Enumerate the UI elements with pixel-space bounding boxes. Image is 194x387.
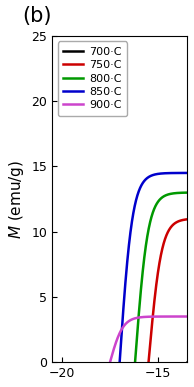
850·C — [161, 171, 163, 176]
Line: 800·C: 800·C — [135, 193, 187, 362]
900·C — [139, 315, 142, 320]
700·C — [189, 360, 192, 365]
Line: 850·C: 850·C — [120, 173, 187, 362]
850·C — [140, 183, 143, 187]
800·C — [134, 360, 136, 365]
900·C — [165, 314, 167, 319]
850·C — [127, 254, 129, 259]
700·C — [190, 360, 192, 365]
700·C — [188, 360, 190, 365]
850·C — [186, 171, 188, 175]
750·C — [147, 360, 150, 365]
700·C — [191, 360, 193, 365]
700·C — [187, 360, 190, 365]
700·C — [186, 360, 188, 365]
800·C — [172, 191, 174, 196]
Y-axis label: $M$ (emu/g): $M$ (emu/g) — [7, 159, 26, 239]
700·C — [192, 360, 194, 365]
900·C — [134, 316, 136, 320]
750·C — [172, 223, 174, 228]
850·C — [119, 360, 121, 365]
900·C — [109, 360, 111, 365]
900·C — [165, 314, 167, 319]
850·C — [145, 176, 147, 181]
Line: 750·C: 750·C — [149, 219, 187, 362]
Text: (b): (b) — [23, 6, 52, 26]
800·C — [154, 204, 157, 208]
750·C — [163, 241, 165, 245]
800·C — [151, 213, 153, 217]
750·C — [175, 220, 178, 225]
850·C — [167, 171, 170, 175]
Legend: 700·C, 750·C, 800·C, 850·C, 900·C: 700·C, 750·C, 800·C, 850·C, 900·C — [58, 41, 127, 116]
750·C — [186, 217, 188, 222]
750·C — [152, 310, 154, 315]
750·C — [160, 252, 162, 257]
800·C — [171, 191, 174, 196]
900·C — [186, 314, 188, 319]
800·C — [140, 283, 142, 288]
800·C — [167, 192, 169, 197]
750·C — [175, 220, 178, 224]
Line: 900·C: 900·C — [110, 317, 187, 362]
850·C — [167, 171, 170, 175]
900·C — [118, 332, 120, 336]
900·C — [157, 314, 160, 319]
800·C — [186, 190, 188, 195]
700·C — [187, 360, 190, 365]
